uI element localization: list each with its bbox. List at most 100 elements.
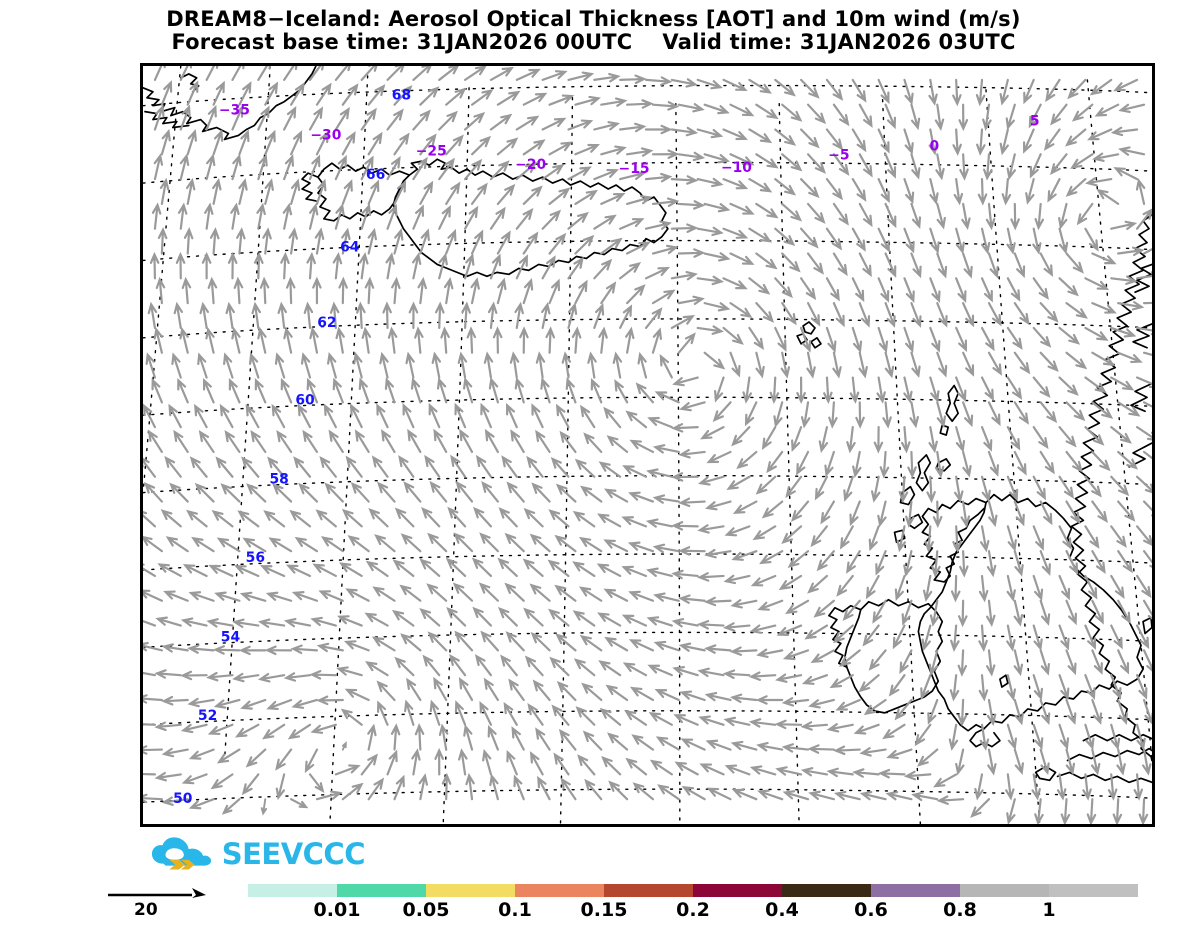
wind-arrow (629, 686, 655, 702)
wind-arrow (513, 774, 525, 801)
wind-arrow (427, 631, 448, 652)
wind-arrow (970, 798, 991, 818)
wind-arrow (1006, 426, 1021, 451)
wind-arrow (560, 777, 577, 801)
wind-arrow (505, 631, 525, 652)
wind-arrow (556, 680, 577, 702)
wind-arrow (865, 574, 880, 600)
wind-arrow (332, 377, 344, 404)
wind-arrow (212, 80, 225, 106)
wind-arrow (835, 698, 861, 711)
wind-arrow (1084, 326, 1109, 341)
wind-arrow (532, 679, 551, 702)
map-canvas[interactable] (143, 66, 1152, 824)
wind-arrow (1118, 146, 1146, 156)
wind-arrow (1032, 475, 1046, 501)
wind-arrow (1047, 178, 1061, 203)
wind-arrow (297, 403, 312, 429)
wind-arrow (489, 773, 499, 801)
wind-arrow (408, 301, 419, 330)
wind-arrow (825, 326, 837, 353)
wind-arrow (1010, 202, 1020, 231)
wind-arrow (1065, 178, 1087, 197)
wind-arrow (283, 66, 298, 81)
wind-arrow (1039, 550, 1051, 576)
wind-arrow (722, 326, 744, 345)
wind-arrow (877, 277, 890, 303)
wind-arrow (1135, 376, 1152, 389)
wind-arrow (205, 66, 219, 81)
wind-arrow (985, 649, 996, 677)
wind-arrow (651, 289, 676, 305)
wind-arrow (1116, 748, 1126, 776)
wind-arrow (624, 709, 648, 726)
wind-arrow (980, 475, 991, 503)
wind-arrow (344, 688, 370, 702)
wind-arrow (377, 700, 389, 726)
wind-arrow (438, 157, 455, 181)
wind-arrow (188, 748, 215, 760)
wind-arrow (696, 128, 724, 139)
wind-arrow (264, 178, 274, 205)
wind-arrow (619, 304, 633, 330)
wind-arrow (696, 177, 724, 188)
wind-arrow (1091, 450, 1111, 472)
wind-arrow (723, 574, 751, 585)
wind-arrow (1117, 599, 1131, 625)
wind-arrow (168, 403, 182, 429)
wind-arrow (587, 351, 597, 379)
wind-arrow (903, 178, 915, 205)
wind-arrow (294, 536, 319, 553)
wind-arrow (832, 302, 845, 328)
map-panel[interactable]: 68 66 64 62 60 58 56 54 52 50 −35 −30 −25 −20 −15 −10−… (140, 63, 1155, 827)
wind-arrow (372, 586, 396, 602)
wind-arrow (308, 202, 319, 230)
wind-arrow (774, 78, 796, 97)
wind-arrow (489, 113, 513, 131)
wind-arrow (1058, 376, 1079, 396)
wind-arrow (863, 698, 887, 716)
wind-arrow (1086, 798, 1097, 824)
wind-arrow (581, 682, 603, 702)
wind-arrow (1032, 525, 1045, 551)
wind-arrow (548, 94, 575, 106)
wind-arrow (412, 204, 425, 230)
wind-arrow (884, 351, 895, 379)
wind-arrow (800, 767, 829, 777)
wind-arrow (225, 301, 235, 330)
wind-arrow (1065, 252, 1084, 274)
wind-arrow (644, 172, 673, 183)
wind-arrow (376, 680, 396, 702)
wind-arrow (933, 773, 958, 788)
wind-arrow (926, 475, 936, 504)
wind-arrow (1117, 351, 1143, 364)
wind-arrow (769, 376, 780, 405)
wind-arrow (1058, 475, 1075, 499)
wind-arrow (625, 410, 648, 429)
wind-arrow (504, 532, 525, 553)
wind-arrow (1013, 401, 1029, 425)
wind-arrow (314, 227, 325, 255)
wind-arrow (274, 352, 286, 379)
wind-arrow (522, 231, 539, 255)
wind-arrow (731, 426, 751, 447)
wind-arrow (515, 68, 541, 81)
wind-arrow (824, 450, 835, 478)
wind-arrow (851, 178, 867, 202)
wind-arrow (204, 202, 214, 230)
wind-arrow (316, 695, 344, 706)
wind-arrow (1028, 103, 1042, 129)
wind-arrow (955, 748, 965, 776)
wind-arrow (356, 301, 366, 330)
wind-arrow (277, 301, 288, 330)
wind-arrow (440, 326, 450, 354)
wind-arrow (882, 723, 906, 740)
wind-arrow (648, 712, 673, 726)
wind-arrow (489, 206, 506, 230)
wind-arrow (234, 565, 260, 578)
wind-arrow (955, 277, 967, 303)
wind-reference-arrow-icon (108, 888, 206, 898)
wind-arrow (1013, 698, 1024, 726)
colorbar[interactable] (248, 884, 1138, 897)
wind-arrow (151, 377, 163, 404)
